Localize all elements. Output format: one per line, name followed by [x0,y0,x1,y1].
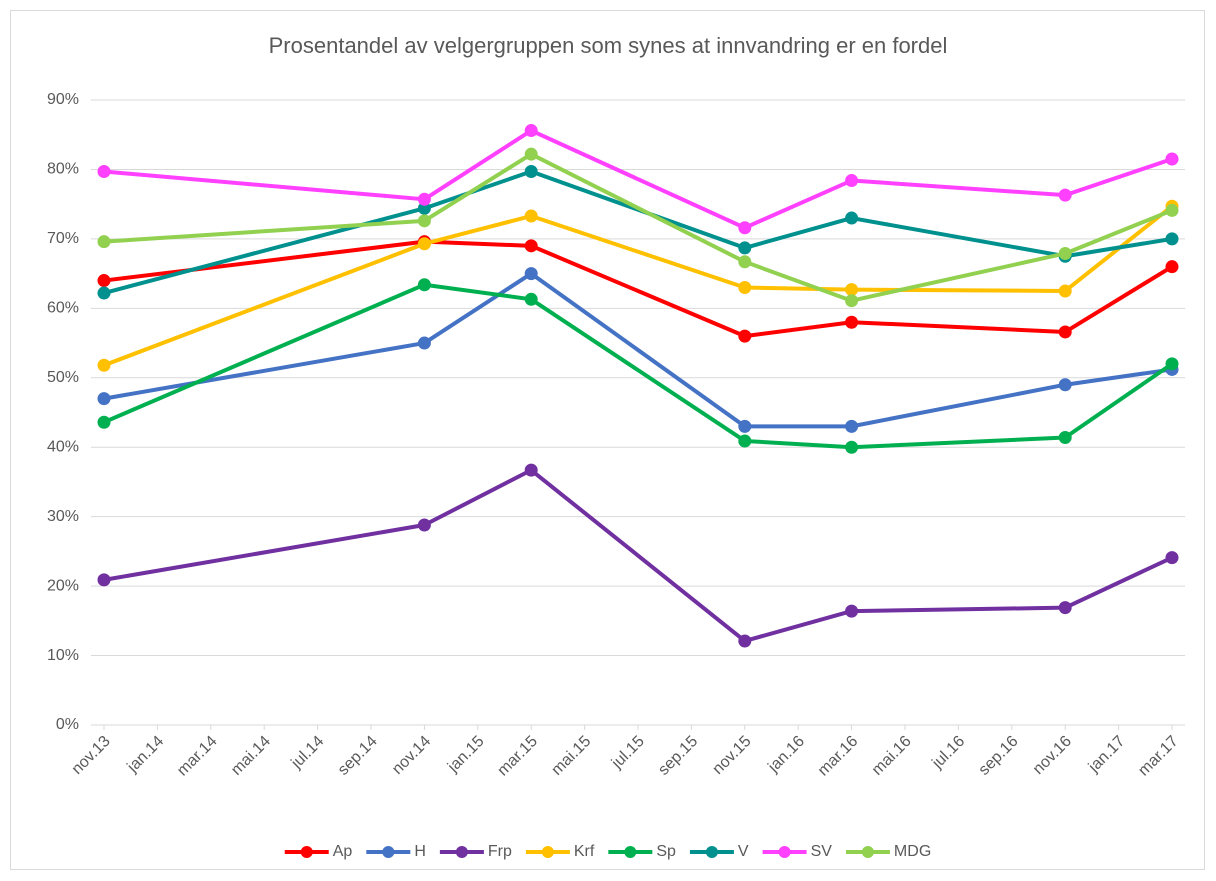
data-point [524,267,538,281]
legend-label: Frp [488,843,512,860]
data-point [1165,551,1179,565]
data-point [1058,601,1072,615]
data-point [1058,246,1072,260]
legend-item: MDG [845,843,931,860]
y-tick-label: 70% [47,230,79,247]
legend: Ap H Frp Krf Sp V SV MDG [284,843,931,860]
legend-item: Frp [439,843,512,860]
data-point [417,278,431,292]
data-point [1058,188,1072,202]
legend-label: V [738,843,749,860]
legend-marker [541,846,554,858]
y-tick-label: 30% [47,508,79,525]
legend-marker [300,846,313,858]
data-point [97,415,111,429]
data-point [738,434,752,448]
legend-item: Sp [608,843,676,860]
legend-item: V [689,843,749,860]
data-point [524,147,538,161]
data-point [845,315,859,329]
data-point [738,281,752,294]
legend-label: Krf [574,843,595,860]
data-point [845,211,859,225]
data-point [97,286,111,300]
data-point [524,239,538,253]
data-point [738,255,752,269]
data-point [417,214,431,228]
data-point [845,604,859,618]
data-point [97,358,111,372]
data-point [1165,232,1179,246]
legend-label: H [414,843,426,860]
legend-marker [382,846,395,858]
data-point [97,274,111,288]
data-point [417,192,431,206]
legend-marker [705,846,718,858]
y-tick-label: 60% [47,300,79,317]
data-point [845,283,859,297]
legend-marker [624,846,637,858]
legend-marker [778,846,791,858]
data-point [524,292,538,306]
legend-label: Ap [333,843,353,860]
data-point [1165,260,1179,274]
data-point [1058,325,1072,339]
legend-item: Ap [284,843,353,860]
legend-label: SV [811,843,833,860]
data-point [417,518,431,532]
data-point [1165,357,1179,371]
data-point [524,209,538,223]
data-point [738,329,752,343]
y-tick-label: 0% [56,716,79,733]
data-point [97,392,111,406]
data-point [845,419,859,433]
data-point [97,573,111,587]
data-point [738,634,752,648]
data-point [1165,152,1179,166]
chart-title: Prosentandel av velgergruppen som synes … [269,33,948,58]
data-point [1058,378,1072,392]
y-tick-label: 10% [47,647,79,664]
data-point [845,174,859,188]
legend-marker [455,846,468,858]
data-point [738,241,752,255]
y-tick-label: 80% [47,161,79,178]
y-tick-label: 50% [47,369,79,386]
legend-item: H [366,843,426,860]
y-tick-label: 90% [47,91,79,108]
data-point [97,235,111,249]
data-point [1058,284,1072,298]
data-point [738,221,752,235]
y-tick-label: 40% [47,438,79,455]
legend-item: SV [762,843,833,860]
data-point [524,165,538,179]
data-point [524,463,538,477]
legend-label: MDG [894,843,931,860]
data-point [524,124,538,138]
data-point [738,419,752,433]
data-point [845,440,859,454]
legend-label: Sp [656,843,676,860]
data-point [1058,431,1072,444]
legend-marker [861,846,874,858]
legend-item: Krf [525,843,595,860]
data-point [1165,203,1179,217]
data-point [417,336,431,350]
data-point [97,165,111,179]
data-point [845,294,859,308]
data-point [417,237,431,251]
y-tick-label: 20% [47,577,79,594]
